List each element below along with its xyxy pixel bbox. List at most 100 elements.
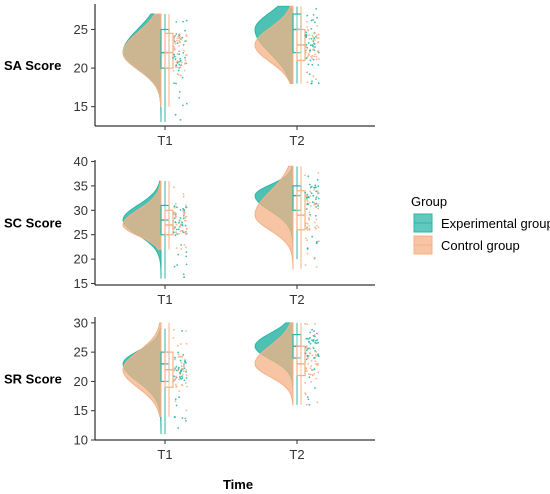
data-point xyxy=(315,266,318,268)
data-point xyxy=(304,174,306,177)
data-point xyxy=(312,14,315,16)
data-point xyxy=(306,20,308,23)
data-point xyxy=(307,196,310,198)
data-point xyxy=(317,33,320,36)
data-point xyxy=(172,213,175,216)
data-point xyxy=(306,252,309,255)
data-point xyxy=(313,256,316,259)
data-point xyxy=(172,69,175,72)
data-point xyxy=(313,330,315,332)
data-point xyxy=(313,334,316,336)
data-point xyxy=(315,34,318,37)
legend-title: Group xyxy=(411,194,447,209)
data-point xyxy=(316,339,319,341)
data-point xyxy=(306,239,308,242)
data-point xyxy=(309,336,311,339)
data-point xyxy=(182,365,185,368)
data-point xyxy=(178,390,181,392)
data-point xyxy=(175,223,178,226)
data-point xyxy=(305,346,308,349)
data-point xyxy=(309,195,312,197)
panel-3: 10 15 20 25 30 SR Score T1 T2 xyxy=(4,315,375,462)
data-point xyxy=(309,49,312,52)
data-point xyxy=(182,209,185,212)
data-point xyxy=(308,73,311,75)
data-point xyxy=(309,59,312,62)
data-point xyxy=(185,206,187,209)
data-point xyxy=(306,81,309,83)
data-point xyxy=(177,253,180,256)
data-point xyxy=(180,248,183,250)
panel-1: 15 20 25 SA Score T1 T2 xyxy=(4,4,375,148)
data-point xyxy=(185,342,188,345)
data-point xyxy=(185,34,188,36)
data-point xyxy=(184,56,186,59)
data-point xyxy=(306,396,309,398)
legend-key-control: Control group xyxy=(413,235,520,255)
data-point xyxy=(314,387,316,389)
data-point xyxy=(184,59,187,61)
data-point xyxy=(305,197,308,200)
data-point xyxy=(315,78,317,80)
data-point xyxy=(315,7,318,10)
data-point xyxy=(314,214,317,217)
data-point xyxy=(174,58,177,61)
y-axis-label: SR Score xyxy=(4,372,62,387)
data-point xyxy=(308,217,310,220)
data-point xyxy=(172,225,175,228)
data-point xyxy=(174,377,177,380)
data-point xyxy=(178,50,181,52)
data-point xyxy=(178,396,181,399)
data-point xyxy=(180,38,183,41)
data-point xyxy=(309,352,312,355)
data-point xyxy=(185,370,188,373)
data-point xyxy=(174,383,177,386)
data-point xyxy=(309,183,311,186)
data-point xyxy=(306,14,309,17)
data-point xyxy=(317,185,320,188)
data-point xyxy=(306,222,309,225)
data-point xyxy=(306,26,309,28)
data-point xyxy=(305,44,308,46)
data-point xyxy=(179,66,182,69)
data-point xyxy=(175,385,178,388)
data-point xyxy=(315,339,317,342)
data-point xyxy=(179,359,182,362)
data-point xyxy=(307,63,310,66)
data-point xyxy=(182,273,185,275)
data-point xyxy=(175,202,177,205)
data-point xyxy=(315,198,317,201)
data-point xyxy=(317,82,320,85)
data-point xyxy=(173,37,176,39)
data-point xyxy=(179,37,181,40)
data-point xyxy=(316,16,318,19)
data-point xyxy=(305,227,308,230)
data-point xyxy=(179,225,182,228)
data-point xyxy=(304,368,307,370)
data-point xyxy=(312,368,315,371)
data-point xyxy=(311,57,313,60)
data-point xyxy=(186,385,188,388)
data-point xyxy=(315,196,318,199)
data-point xyxy=(305,195,308,198)
data-point xyxy=(313,55,316,58)
data-point xyxy=(185,377,188,379)
data-point xyxy=(172,379,175,382)
data-point xyxy=(177,35,180,38)
data-point xyxy=(316,364,319,366)
data-point xyxy=(185,246,188,249)
data-point xyxy=(174,400,177,403)
data-point xyxy=(178,91,181,93)
data-point xyxy=(313,32,316,35)
data-point xyxy=(175,228,178,231)
data-point xyxy=(314,341,316,344)
data-point xyxy=(180,244,183,246)
data-point xyxy=(177,73,180,76)
data-point xyxy=(175,231,178,234)
data-point xyxy=(317,240,320,243)
data-point xyxy=(175,404,178,407)
data-point xyxy=(174,221,177,224)
data-point xyxy=(173,82,176,85)
data-point xyxy=(176,264,179,266)
